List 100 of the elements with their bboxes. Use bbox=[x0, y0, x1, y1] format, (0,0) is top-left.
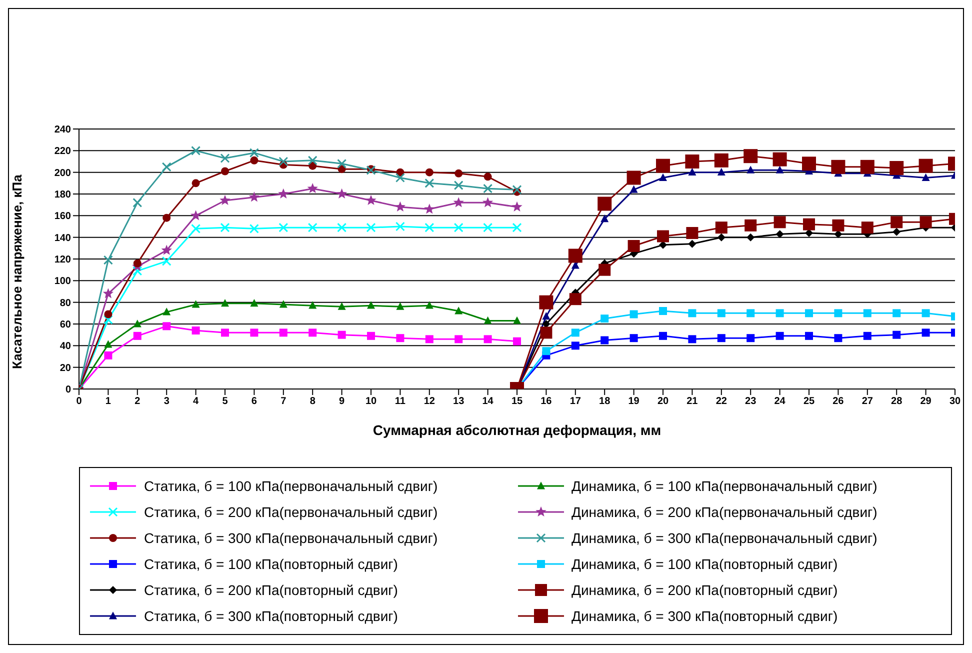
legend-label: Статика, б = 300 кПа(повторный сдвиг) bbox=[144, 608, 398, 624]
point bbox=[717, 334, 726, 342]
point bbox=[512, 222, 522, 232]
point bbox=[717, 168, 726, 176]
legend-label: Динамика, б = 200 кПа(первоначальный сдвиг) bbox=[572, 504, 878, 520]
point bbox=[744, 219, 757, 232]
x-tick-label: 6 bbox=[251, 396, 258, 408]
point bbox=[861, 222, 874, 234]
point bbox=[425, 335, 434, 344]
point bbox=[569, 293, 582, 306]
x-tick-label: 26 bbox=[832, 396, 844, 408]
point bbox=[659, 307, 667, 315]
point bbox=[863, 332, 872, 340]
y-tick-label: 100 bbox=[54, 276, 72, 288]
x-tick-label: 27 bbox=[862, 396, 874, 408]
point bbox=[776, 166, 784, 174]
y-tick-label: 80 bbox=[60, 298, 72, 309]
point bbox=[746, 309, 755, 318]
point bbox=[192, 179, 200, 188]
point bbox=[454, 180, 464, 190]
point bbox=[776, 230, 784, 238]
point bbox=[746, 166, 755, 174]
point bbox=[104, 340, 112, 348]
point bbox=[772, 152, 787, 166]
point bbox=[424, 222, 434, 232]
point bbox=[453, 197, 464, 208]
point bbox=[746, 334, 755, 342]
point bbox=[425, 168, 434, 176]
point bbox=[307, 182, 318, 194]
point bbox=[717, 233, 726, 242]
x-tick-label: 4 bbox=[193, 396, 200, 408]
point bbox=[688, 335, 696, 344]
y-tick-label: 40 bbox=[60, 341, 72, 352]
y-axis-title: Касательное напряжение, кПа bbox=[10, 174, 25, 369]
point bbox=[308, 301, 317, 309]
point bbox=[834, 334, 842, 342]
x-tick-label: 29 bbox=[920, 396, 932, 408]
x-tick-label: 25 bbox=[803, 396, 815, 408]
point bbox=[424, 204, 435, 214]
point bbox=[367, 332, 375, 340]
point bbox=[834, 309, 842, 318]
x-tick-label: 28 bbox=[891, 396, 903, 408]
x-tick-label: 30 bbox=[949, 396, 961, 408]
point bbox=[221, 328, 229, 337]
x-tick-label: 9 bbox=[339, 396, 346, 408]
legend-label: Динамика, б = 100 кПа(повторный сдвиг) bbox=[572, 556, 838, 572]
point bbox=[484, 335, 492, 344]
y-tick-label: 20 bbox=[60, 362, 72, 374]
legend-label: Статика, б = 100 кПа(первоначальный сдвиг) bbox=[144, 478, 438, 494]
point bbox=[483, 184, 493, 194]
y-tick-label: 180 bbox=[54, 190, 72, 201]
point bbox=[657, 230, 669, 242]
point bbox=[132, 198, 142, 208]
point bbox=[250, 328, 258, 337]
point bbox=[250, 156, 258, 164]
point bbox=[918, 158, 933, 173]
x-tick-label: 3 bbox=[164, 396, 170, 408]
point bbox=[513, 337, 521, 346]
legend-label: Статика, б = 200 кПа(повторный сдвиг) bbox=[144, 582, 398, 598]
point bbox=[103, 314, 113, 324]
point bbox=[337, 222, 347, 232]
point bbox=[922, 328, 930, 337]
point bbox=[803, 218, 815, 230]
y-tick-label: 60 bbox=[60, 320, 72, 331]
point bbox=[162, 322, 171, 330]
point bbox=[688, 168, 696, 176]
point bbox=[920, 216, 932, 228]
point bbox=[598, 196, 612, 211]
y-tick-label: 120 bbox=[54, 254, 72, 266]
point bbox=[424, 178, 434, 188]
x-tick-label: 20 bbox=[657, 396, 669, 408]
point bbox=[659, 173, 667, 181]
point bbox=[600, 214, 609, 222]
point bbox=[568, 248, 582, 263]
point bbox=[512, 184, 522, 194]
y-tick-label: 220 bbox=[54, 146, 72, 158]
point bbox=[454, 169, 463, 178]
point bbox=[626, 170, 641, 185]
y-tick-label: 0 bbox=[65, 384, 72, 396]
point bbox=[688, 240, 696, 248]
x-tick-label: 7 bbox=[280, 396, 287, 408]
point bbox=[600, 336, 609, 344]
point bbox=[600, 314, 609, 323]
legend-label: Статика, б = 200 кПа(первоначальный сдвиг) bbox=[144, 504, 438, 520]
point bbox=[337, 158, 347, 168]
point bbox=[922, 173, 930, 181]
point bbox=[192, 300, 200, 308]
point bbox=[831, 160, 846, 174]
point bbox=[774, 216, 786, 228]
x-tick-label: 18 bbox=[599, 396, 611, 408]
point bbox=[656, 158, 670, 173]
point bbox=[162, 214, 171, 222]
point bbox=[192, 326, 200, 334]
x-tick-label: 2 bbox=[134, 396, 141, 408]
point bbox=[132, 266, 142, 276]
point bbox=[279, 328, 288, 337]
point bbox=[104, 351, 112, 360]
legend-label: Динамика, б = 300 кПа(первоначальный сдвиг) bbox=[572, 530, 878, 546]
point bbox=[279, 300, 288, 308]
point bbox=[802, 156, 816, 171]
